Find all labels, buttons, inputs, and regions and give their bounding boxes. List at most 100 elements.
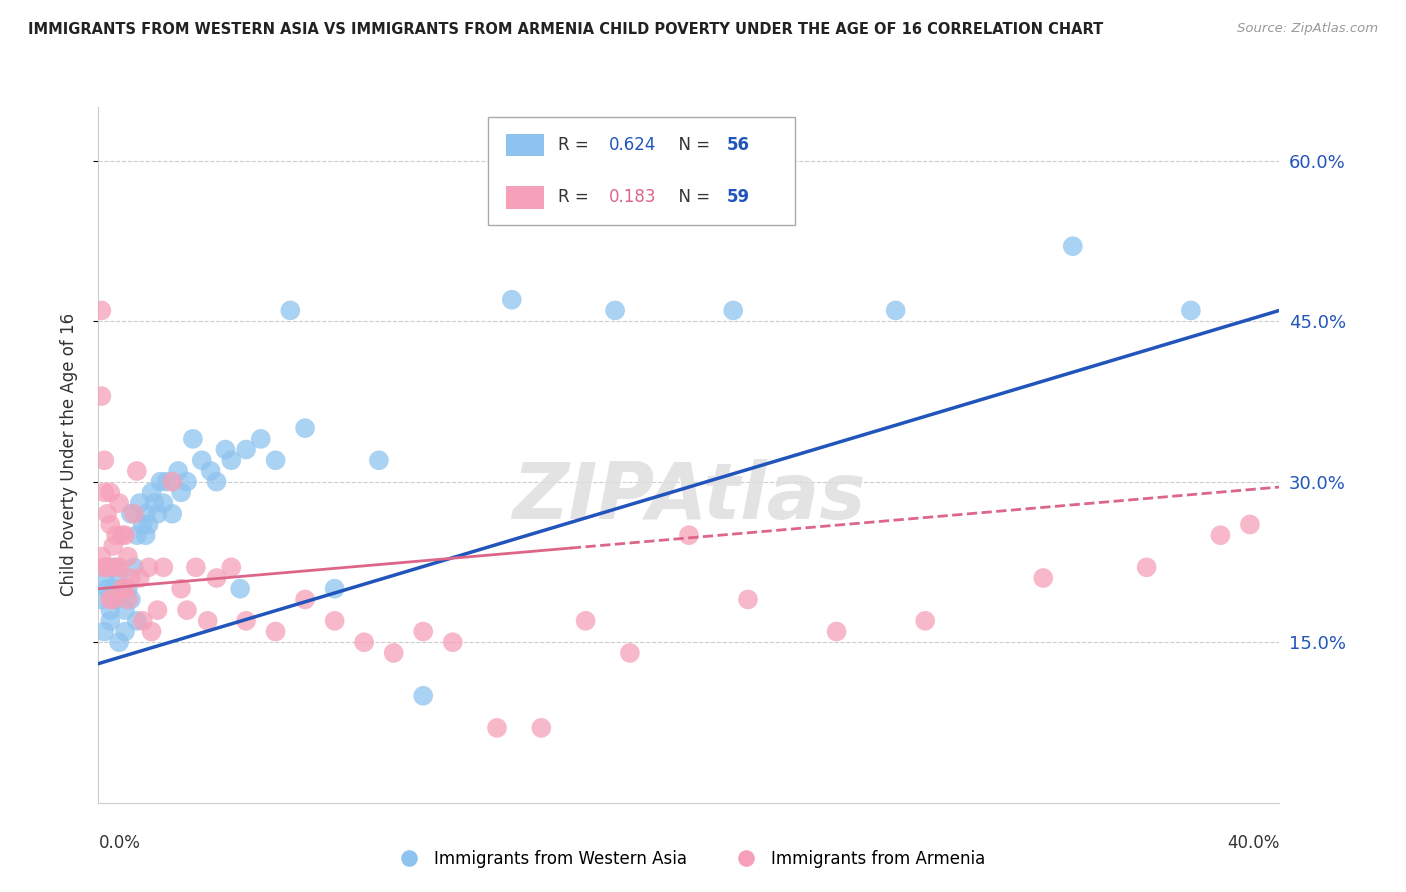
Point [90, 389, 112, 403]
Point [108, 496, 131, 510]
Point [111, 582, 134, 596]
Point [93, 560, 115, 574]
Point [914, 614, 936, 628]
Point [167, 464, 190, 478]
Text: Source: ZipAtlas.com: Source: ZipAtlas.com [1237, 22, 1378, 36]
Point [619, 646, 641, 660]
Point [98, 485, 121, 500]
Point [170, 582, 193, 596]
Y-axis label: Child Poverty Under the Age of 16: Child Poverty Under the Age of 16 [59, 313, 77, 597]
Point [125, 614, 148, 628]
Point [530, 721, 553, 735]
Point [1062, 239, 1084, 253]
Point [93, 571, 115, 585]
Point [723, 303, 745, 318]
Point [108, 560, 131, 574]
Point [90, 303, 112, 318]
Point [162, 507, 183, 521]
Point [412, 689, 434, 703]
Point [141, 624, 163, 639]
Text: 59: 59 [727, 188, 749, 206]
Point [98, 517, 121, 532]
Point [117, 582, 139, 596]
Point [96, 507, 118, 521]
Text: 0.624: 0.624 [609, 136, 657, 154]
Point [294, 421, 316, 435]
Point [149, 475, 172, 489]
Point [1209, 528, 1232, 542]
Point [138, 560, 160, 574]
Point [93, 453, 115, 467]
Point [205, 571, 228, 585]
Point [120, 571, 142, 585]
Point [219, 560, 242, 574]
Point [125, 464, 148, 478]
Point [264, 453, 287, 467]
Point [176, 475, 198, 489]
Point [235, 442, 257, 457]
Point [219, 453, 242, 467]
Point [605, 303, 627, 318]
Point [111, 582, 134, 596]
Point [114, 582, 136, 596]
Point [382, 646, 405, 660]
Point [678, 528, 700, 542]
Text: R =: R = [558, 136, 593, 154]
Point [135, 507, 157, 521]
Point [214, 442, 236, 457]
Point [152, 560, 174, 574]
Point [1032, 571, 1054, 585]
Point [108, 635, 131, 649]
Point [105, 560, 128, 574]
Point [135, 528, 157, 542]
Point [181, 432, 204, 446]
Point [323, 582, 346, 596]
Text: 0.183: 0.183 [609, 188, 657, 206]
Point [205, 475, 228, 489]
Point [152, 496, 174, 510]
Point [229, 582, 252, 596]
Point [90, 549, 112, 564]
Point [1135, 560, 1157, 574]
Point [574, 614, 596, 628]
Text: 0.0%: 0.0% [98, 834, 141, 852]
Point [441, 635, 464, 649]
Text: N =: N = [668, 188, 716, 206]
Point [111, 528, 134, 542]
Point [884, 303, 907, 318]
Point [114, 528, 136, 542]
Point [108, 571, 131, 585]
Text: ZIPAtlas: ZIPAtlas [512, 458, 866, 534]
Point [323, 614, 346, 628]
Text: R =: R = [558, 188, 593, 206]
Point [825, 624, 848, 639]
Point [737, 592, 759, 607]
FancyBboxPatch shape [488, 118, 796, 226]
Point [98, 614, 121, 628]
Point [146, 603, 169, 617]
Point [278, 303, 302, 318]
Point [103, 539, 125, 553]
Point [117, 549, 139, 564]
Point [176, 603, 198, 617]
Text: 40.0%: 40.0% [1227, 834, 1279, 852]
Point [162, 475, 183, 489]
Point [132, 517, 155, 532]
Text: 56: 56 [727, 136, 749, 154]
Point [143, 496, 166, 510]
FancyBboxPatch shape [506, 186, 544, 209]
Point [103, 592, 125, 607]
Point [191, 453, 214, 467]
Point [170, 485, 193, 500]
Point [1180, 303, 1202, 318]
Point [197, 614, 219, 628]
Point [120, 592, 142, 607]
Point [114, 603, 136, 617]
Point [501, 293, 523, 307]
Point [98, 592, 121, 607]
Point [138, 517, 160, 532]
Point [128, 571, 150, 585]
Text: IMMIGRANTS FROM WESTERN ASIA VS IMMIGRANTS FROM ARMENIA CHILD POVERTY UNDER THE : IMMIGRANTS FROM WESTERN ASIA VS IMMIGRAN… [28, 22, 1104, 37]
Point [122, 560, 145, 574]
Legend: Immigrants from Western Asia, Immigrants from Armenia: Immigrants from Western Asia, Immigrants… [387, 843, 991, 874]
